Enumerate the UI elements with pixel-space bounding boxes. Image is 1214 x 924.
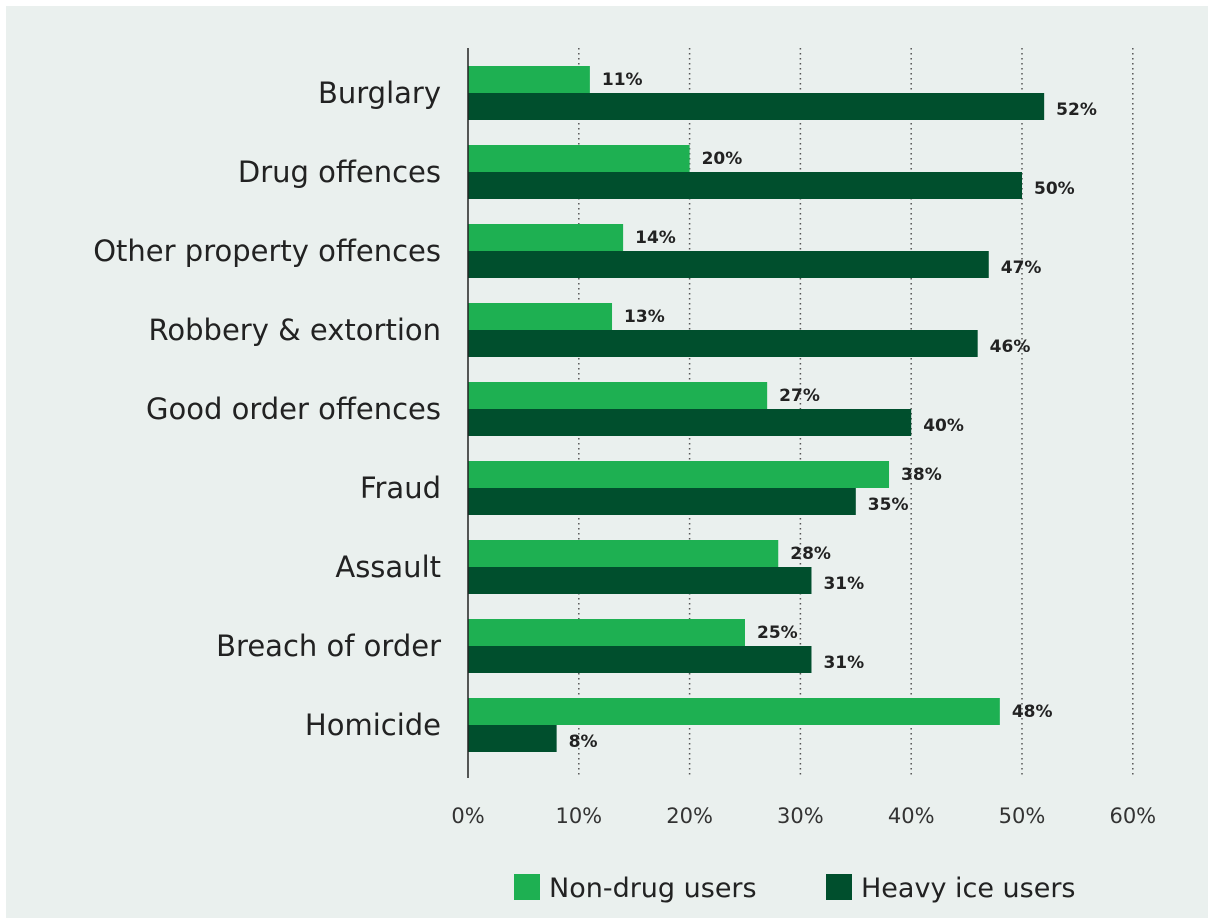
data-label: 46% <box>990 337 1031 357</box>
category-label: Drug offences <box>238 155 441 189</box>
category-label: Fraud <box>360 471 441 505</box>
x-tick-label: 50% <box>999 804 1046 828</box>
bar-heavy-ice-users <box>468 488 856 515</box>
legend-label: Non-drug users <box>549 873 757 904</box>
data-label: 40% <box>923 416 964 436</box>
bar-heavy-ice-users <box>468 725 557 752</box>
bar-heavy-ice-users <box>468 251 989 278</box>
data-label: 31% <box>823 653 864 673</box>
bar-non-drug-users <box>468 619 745 646</box>
x-tick-label: 0% <box>451 804 484 828</box>
x-tick-label: 10% <box>555 804 602 828</box>
legend-label: Heavy ice users <box>861 873 1076 904</box>
bar-heavy-ice-users <box>468 567 812 594</box>
data-label: 47% <box>1001 258 1042 278</box>
bar-heavy-ice-users <box>468 646 812 673</box>
category-label: Breach of order <box>216 629 441 663</box>
data-label: 35% <box>868 495 909 515</box>
bar-heavy-ice-users <box>468 330 978 357</box>
bar-non-drug-users <box>468 540 779 567</box>
legend-swatch-heavy-ice-users <box>826 874 852 900</box>
category-label: Other property offences <box>93 234 441 268</box>
data-label: 8% <box>569 732 598 752</box>
bar-non-drug-users <box>468 382 768 409</box>
category-label: Assault <box>335 550 441 584</box>
legend-swatch-non-drug-users <box>514 874 540 900</box>
data-label: 48% <box>1012 702 1053 722</box>
bar-heavy-ice-users <box>468 172 1022 199</box>
bar-non-drug-users <box>468 698 1000 725</box>
bar-non-drug-users <box>468 66 590 93</box>
data-label: 28% <box>790 544 831 564</box>
x-tick-label: 20% <box>666 804 713 828</box>
data-label: 31% <box>823 574 864 594</box>
data-label: 13% <box>624 307 665 327</box>
x-tick-label: 40% <box>888 804 935 828</box>
x-tick-label: 30% <box>777 804 824 828</box>
data-label: 25% <box>757 623 798 643</box>
category-label: Robbery & extortion <box>149 313 441 347</box>
data-label: 52% <box>1056 100 1097 120</box>
legend: Non-drug users Heavy ice users <box>514 873 1076 904</box>
bar-heavy-ice-users <box>468 409 912 436</box>
category-label: Burglary <box>318 76 441 110</box>
bar-heavy-ice-users <box>468 93 1045 120</box>
bar-non-drug-users <box>468 145 690 172</box>
category-label: Good order offences <box>146 392 441 426</box>
data-label: 11% <box>602 70 643 90</box>
bar-chart: Burglary 11% 52% Drug offences 20% 50% Other p… <box>93 48 1156 904</box>
data-label: 14% <box>635 228 676 248</box>
data-label: 38% <box>901 465 942 485</box>
data-label: 20% <box>702 149 743 169</box>
bar-non-drug-users <box>468 224 624 251</box>
data-label: 27% <box>779 386 820 406</box>
chart-panel: Burglary 11% 52% Drug offences 20% 50% Other p… <box>6 6 1208 918</box>
x-tick-label: 60% <box>1109 804 1156 828</box>
bar-non-drug-users <box>468 461 890 488</box>
category-label: Homicide <box>305 708 441 742</box>
data-label: 50% <box>1034 179 1075 199</box>
bar-non-drug-users <box>468 303 613 330</box>
